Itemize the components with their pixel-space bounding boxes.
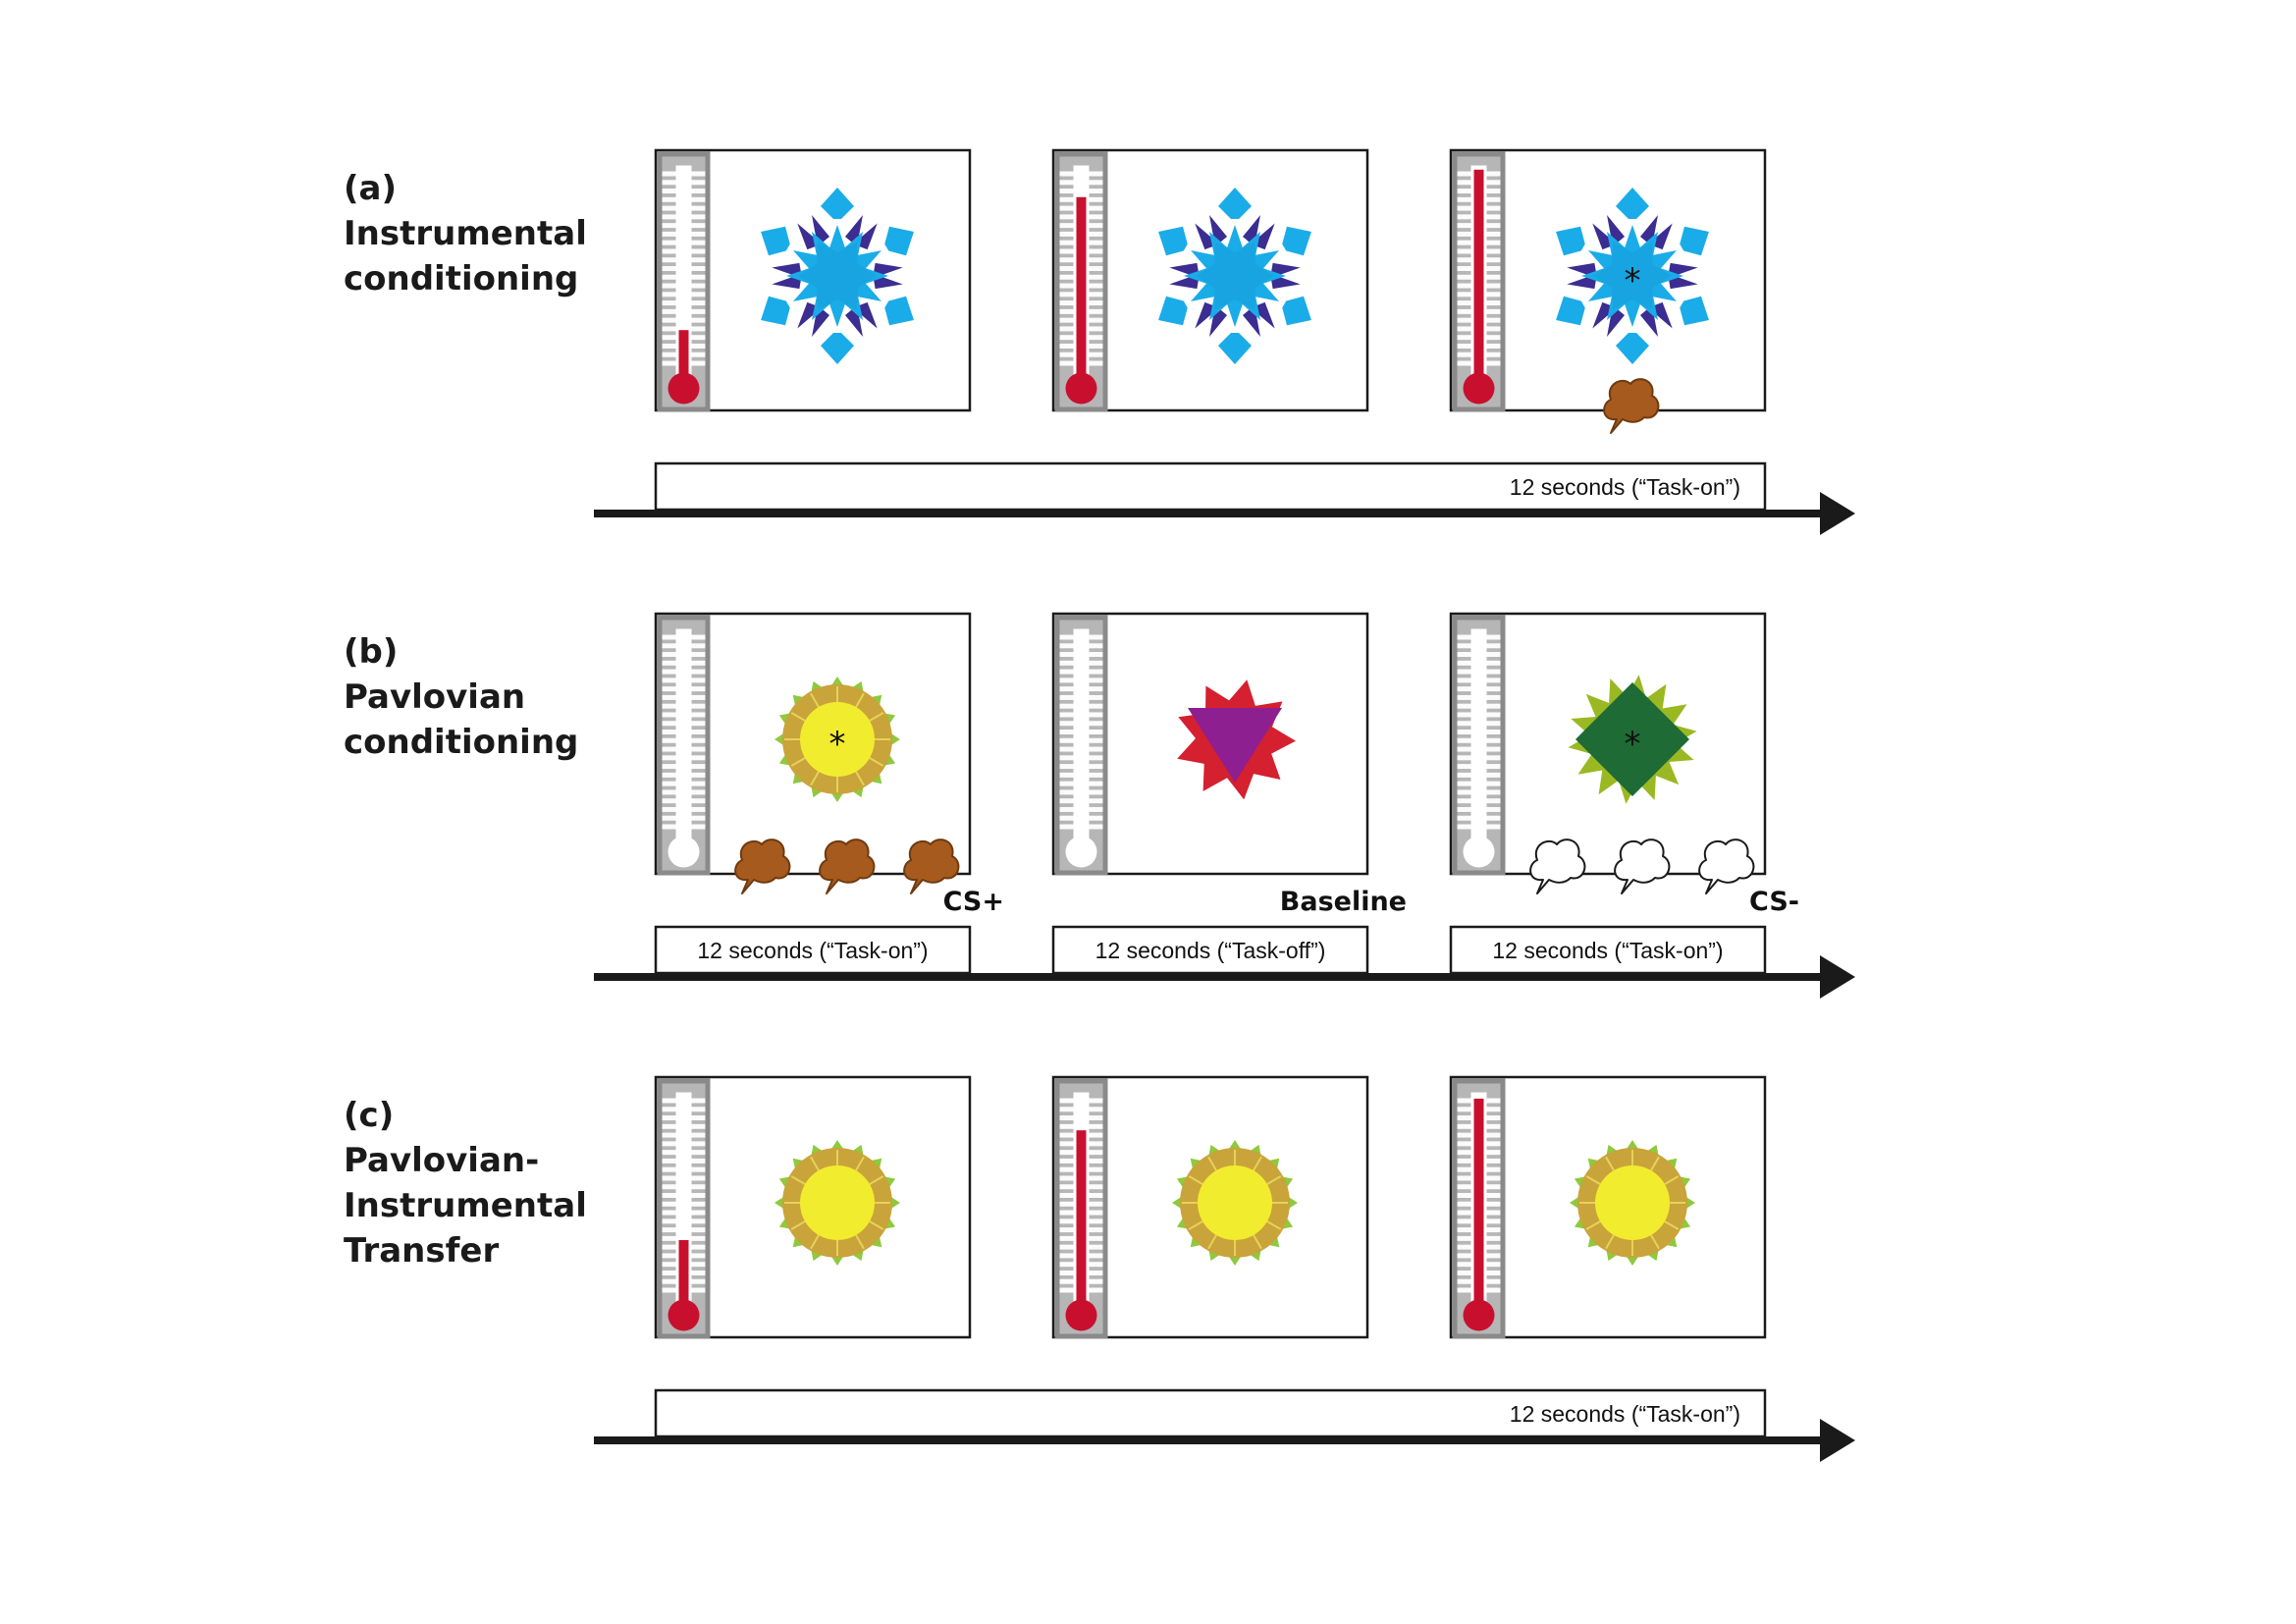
triangle-stimulus (1177, 679, 1296, 800)
thermometer-gauge (1054, 151, 1108, 412)
thermometer-gauge (657, 1078, 711, 1339)
white-cloud-icon (1614, 839, 1671, 894)
fixation-asterisk: * (1625, 725, 1641, 764)
thermometer-gauge (1054, 1078, 1108, 1339)
duration-box (654, 1388, 1767, 1438)
row-letter: (c) (344, 1096, 394, 1135)
thermometer-gauge (657, 151, 711, 412)
row-title-line: Transfer (344, 1231, 499, 1271)
timeline: 12 seconds (“Task-on”) (594, 1388, 1855, 1462)
snowflake-stimulus (1158, 188, 1311, 364)
gauge-bulb (1463, 372, 1495, 405)
thermometer-gauge (1054, 615, 1108, 876)
row-letter: (b) (344, 632, 398, 672)
thermometer-gauge (1452, 615, 1506, 876)
row-a: (a) Instrumental conditioning * 12 seconds (… (344, 148, 1855, 535)
condition-tag: Baseline (1280, 887, 1407, 917)
timeline-arrow (594, 1419, 1855, 1462)
duration-label: 12 seconds (“Task-on”) (1510, 474, 1740, 500)
row-c: (c) Pavlovian- Instrumental Transfer 12 seco… (344, 1075, 1855, 1462)
white-cloud-icon (1698, 839, 1755, 894)
sun-stimulus (1172, 1140, 1298, 1266)
gauge-bulb (1065, 1299, 1097, 1331)
brown-cloud-icon (734, 839, 791, 894)
stimulus-panel (1051, 148, 1369, 412)
gauge-bulb (667, 372, 700, 405)
stimulus-panel: Baseline (1051, 612, 1407, 917)
brown-cloud-icon (1603, 378, 1660, 434)
thermometer-gauge (1452, 151, 1506, 412)
row-title-line: conditioning (344, 259, 578, 298)
duration-box (654, 925, 972, 975)
snowflake-stimulus (1556, 188, 1709, 364)
white-cloud-icon (1529, 839, 1586, 894)
mercury-column (678, 330, 689, 389)
gauge-bulb (667, 1299, 700, 1331)
thermometer-gauge (1452, 1078, 1506, 1339)
brown-cloud-icon (903, 839, 960, 894)
mercury-column (678, 1240, 689, 1316)
row-title-line: Instrumental (344, 214, 587, 253)
sun-stimulus (774, 1140, 900, 1266)
gauge-bulb (1463, 1299, 1495, 1331)
fixation-asterisk: * (829, 725, 846, 764)
condition-tag: CS+ (943, 887, 1004, 917)
timeline: 12 seconds (“Task-on”) 12 seconds (“Task-… (594, 925, 1855, 999)
condition-tag: CS- (1749, 887, 1799, 917)
row-title-line: Instrumental (344, 1186, 587, 1225)
sun-stimulus (774, 677, 900, 802)
timeline-arrow (594, 492, 1855, 535)
timeline-arrow (594, 955, 1855, 999)
row-b: (b) Pavlovian conditioning * CS+ Baseline * CS-… (344, 612, 1855, 999)
duration-label: 12 seconds (“Task-on”) (1492, 938, 1723, 963)
gauge-bulb (1065, 372, 1097, 405)
mercury-column (1076, 196, 1087, 389)
gauge-bulb (1463, 836, 1495, 868)
duration-box (1449, 925, 1767, 975)
fixation-asterisk: * (1625, 261, 1641, 300)
stimulus-panel: * (1449, 148, 1767, 434)
stimulus-panel (654, 148, 972, 412)
row-title-line: conditioning (344, 723, 578, 762)
mercury-column (1473, 169, 1484, 389)
brown-cloud-icon (819, 839, 876, 894)
mercury-column (1076, 1130, 1087, 1316)
mercury-column (1473, 1098, 1484, 1316)
thermometer-gauge (657, 615, 711, 876)
row-title-line: Pavlovian (344, 677, 525, 717)
gauge-bulb (1065, 836, 1097, 868)
row-letter: (a) (344, 169, 397, 208)
stimulus-panel: * CS+ (654, 612, 1004, 917)
duration-label: 12 seconds (“Task-off”) (1095, 938, 1326, 963)
stimulus-panel (1449, 1075, 1767, 1339)
duration-box (654, 461, 1767, 512)
sun-stimulus (1570, 1140, 1695, 1266)
duration-label: 12 seconds (“Task-on”) (1510, 1401, 1740, 1427)
stimulus-panel (1051, 1075, 1369, 1339)
stimulus-panel: * CS- (1449, 612, 1799, 917)
stimulus-panel (654, 1075, 972, 1339)
gauge-bulb (667, 836, 700, 868)
duration-label: 12 seconds (“Task-on”) (697, 938, 928, 963)
row-title-line: Pavlovian- (344, 1141, 539, 1180)
snowflake-stimulus (761, 188, 914, 364)
diamond-stimulus (1568, 675, 1697, 804)
timeline: 12 seconds (“Task-on”) (594, 461, 1855, 535)
